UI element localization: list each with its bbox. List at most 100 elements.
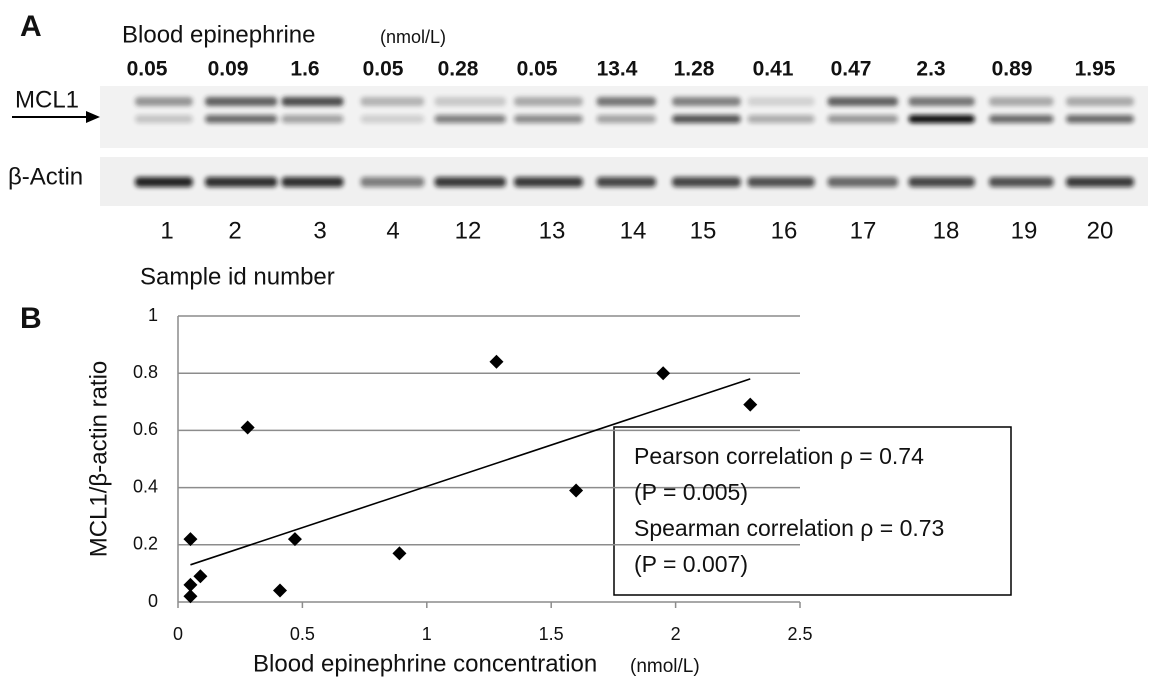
- x-tick-label: 1: [422, 624, 432, 644]
- x-tick-label: 13: [539, 217, 566, 244]
- band: [514, 97, 583, 106]
- band: [989, 97, 1054, 106]
- band: [282, 97, 344, 106]
- lane-value: 1.28: [674, 58, 715, 81]
- point: [743, 398, 757, 412]
- lane-value: 0.89: [992, 58, 1033, 81]
- band: [672, 115, 741, 123]
- band: [205, 97, 277, 106]
- band: [282, 115, 344, 123]
- band: [435, 177, 506, 187]
- band: [672, 177, 741, 187]
- x-tick-label: 18: [933, 217, 960, 244]
- point: [183, 578, 197, 592]
- band: [135, 97, 193, 106]
- band: [282, 177, 344, 187]
- row-label: MCL1: [15, 86, 79, 113]
- x-tick-label: 1.5: [539, 624, 564, 644]
- x-tick-label: 17: [850, 217, 877, 244]
- band: [1066, 97, 1134, 106]
- annotation: (P = 0.005): [634, 479, 748, 505]
- band: [1066, 177, 1134, 187]
- x-tick-label: 14: [620, 217, 647, 244]
- point: [183, 532, 197, 546]
- band: [828, 177, 899, 187]
- panel-label: A: [20, 10, 42, 43]
- x-tick-label: 2.5: [787, 624, 812, 644]
- band: [514, 177, 583, 187]
- x-tick-label: 1: [160, 217, 173, 244]
- band: [361, 177, 425, 187]
- figure: A Blood epinephrine (nmol/L) MCL1 β-Acti…: [0, 0, 1160, 687]
- band: [361, 97, 425, 106]
- y-tick-label: 0: [148, 591, 158, 611]
- band: [597, 177, 657, 187]
- y-tick-label: 1: [148, 305, 158, 325]
- point: [273, 584, 287, 598]
- point: [569, 483, 583, 497]
- y-tick-label: 0.6: [133, 419, 158, 439]
- lane-value: 2.3: [916, 58, 945, 81]
- x-tick-label: 19: [1011, 217, 1038, 244]
- band: [597, 115, 657, 123]
- band: [909, 97, 975, 106]
- band: [909, 177, 975, 187]
- y-tick-label: 0.4: [133, 476, 158, 496]
- point: [241, 421, 255, 435]
- blot-title: Blood epinephrine: [122, 21, 316, 48]
- annotation: Spearman correlation ρ = 0.73: [634, 515, 944, 541]
- y-axis-label: MCL1/β-actin ratio: [85, 361, 112, 558]
- arrow-head: [86, 111, 100, 123]
- x-tick-label: 12: [455, 217, 482, 244]
- x-tick-label: 20: [1087, 217, 1114, 244]
- band: [135, 115, 193, 123]
- x-axis-label-unit: (nmol/L): [630, 656, 700, 677]
- x-tick-label: 0: [173, 624, 183, 644]
- band: [989, 115, 1054, 123]
- y-tick-label: 0.8: [133, 362, 158, 382]
- annotation: (P = 0.007): [634, 551, 748, 577]
- band: [435, 97, 506, 106]
- lane-value: 0.05: [127, 58, 168, 81]
- band: [135, 177, 193, 187]
- band: [748, 97, 815, 106]
- lane-value: 0.41: [753, 58, 794, 81]
- band: [828, 97, 899, 106]
- lane-value: 1.6: [290, 58, 319, 81]
- x-axis-label: Sample id number: [140, 263, 335, 290]
- x-tick-label: 4: [386, 217, 399, 244]
- band: [205, 115, 277, 123]
- point: [392, 546, 406, 560]
- x-tick-label: 3: [313, 217, 326, 244]
- x-axis-label: Blood epinephrine concentration: [253, 650, 597, 677]
- blot-title-unit: (nmol/L): [380, 27, 446, 47]
- lane-value: 1.95: [1075, 58, 1116, 81]
- band: [435, 115, 506, 123]
- band: [909, 115, 975, 123]
- panel-label: B: [20, 302, 42, 335]
- band: [597, 97, 657, 106]
- band: [361, 115, 425, 123]
- band: [828, 115, 899, 123]
- x-tick-label: 0.5: [290, 624, 315, 644]
- lane-value: 0.47: [831, 58, 872, 81]
- point: [193, 569, 207, 583]
- annotation: Pearson correlation ρ = 0.74: [634, 443, 924, 469]
- x-tick-label: 16: [771, 217, 798, 244]
- x-tick-label: 15: [690, 217, 717, 244]
- lane-value: 0.28: [438, 58, 479, 81]
- row-label: β-Actin: [8, 163, 83, 190]
- lane-value: 0.05: [517, 58, 558, 81]
- band: [989, 177, 1054, 187]
- lane-value: 0.09: [208, 58, 249, 81]
- lane-value: 13.4: [597, 58, 638, 81]
- x-tick-label: 2: [228, 217, 241, 244]
- point: [656, 366, 670, 380]
- y-tick-label: 0.2: [133, 534, 158, 554]
- point: [288, 532, 302, 546]
- band: [748, 115, 815, 123]
- point: [489, 355, 503, 369]
- band: [748, 177, 815, 187]
- x-tick-label: 2: [671, 624, 681, 644]
- band: [1066, 115, 1134, 123]
